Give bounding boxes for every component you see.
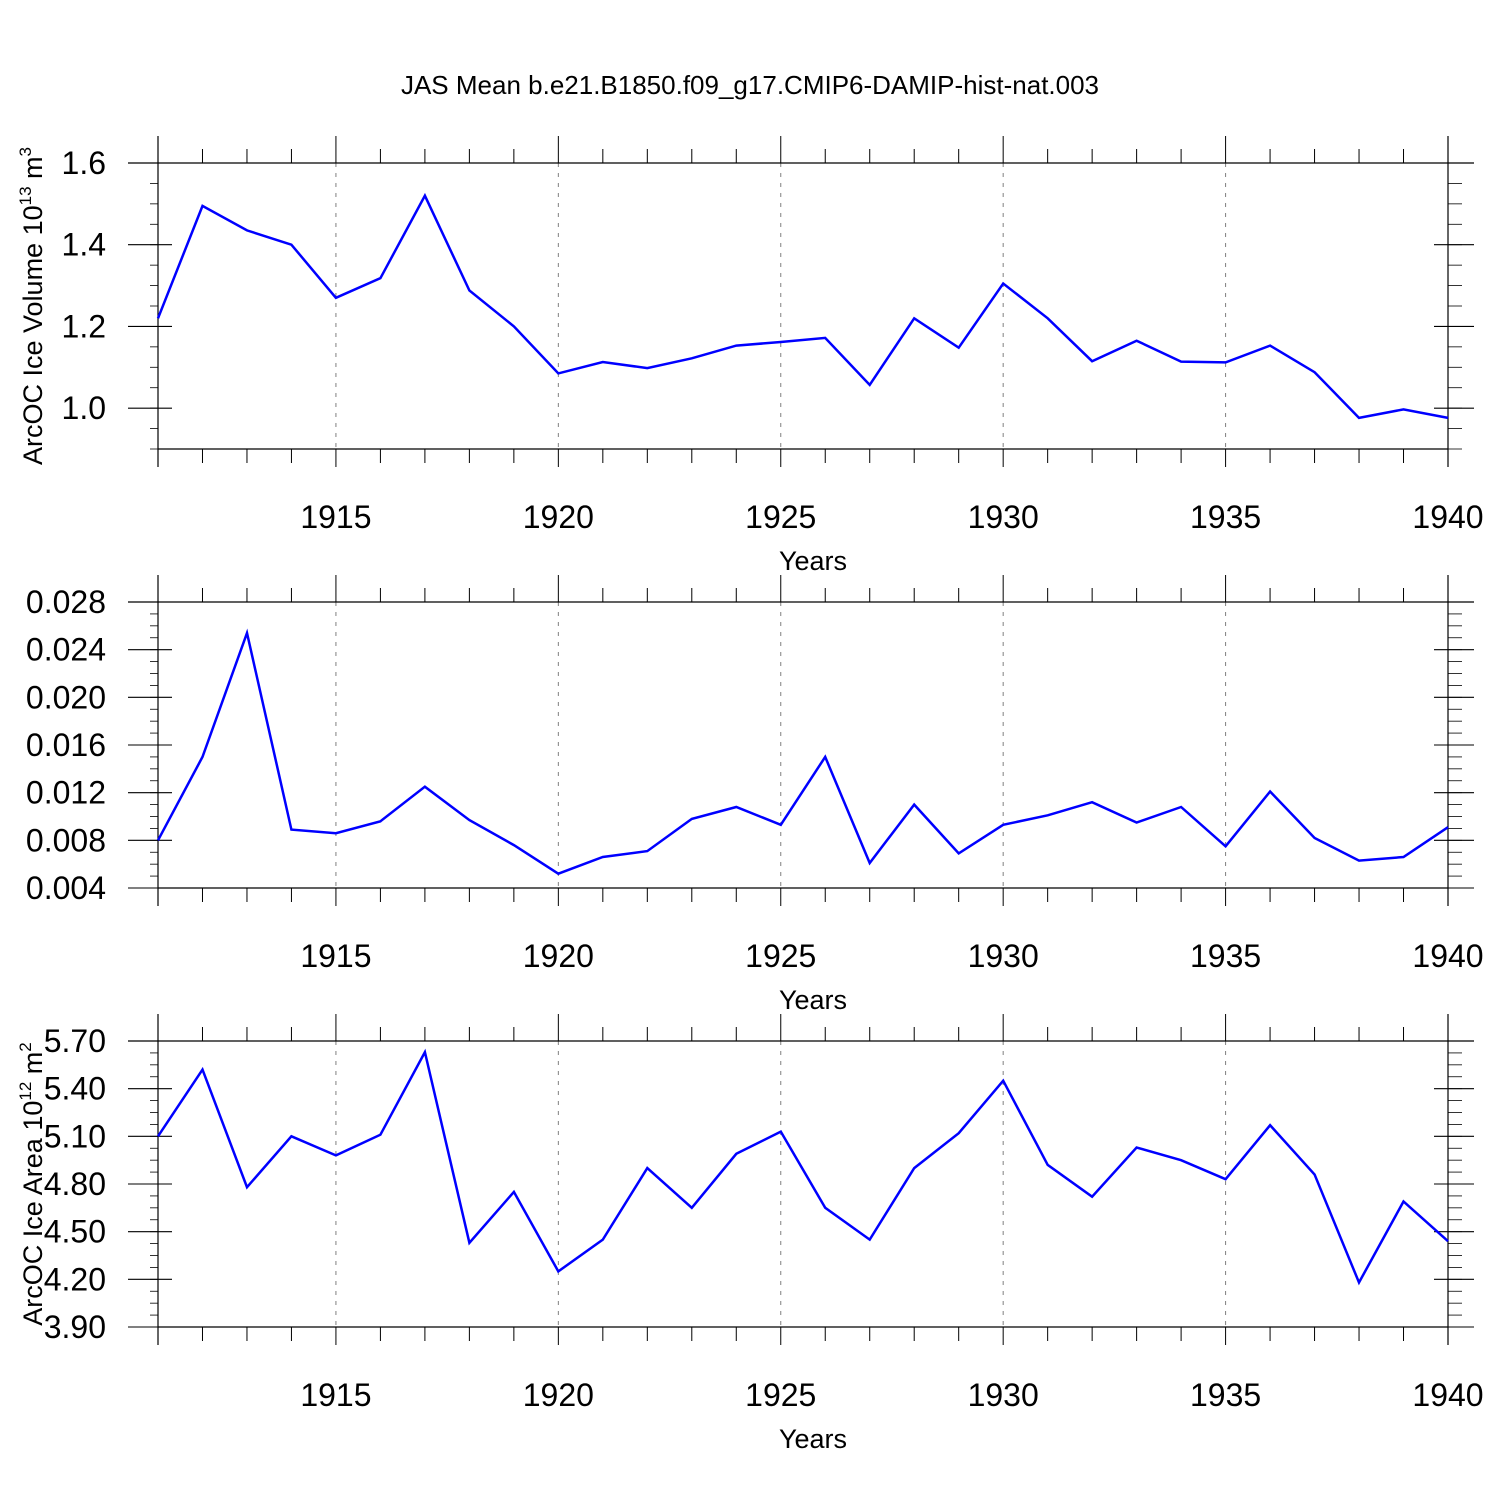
y-tick-label-4: 5.10 bbox=[44, 1118, 106, 1154]
panel-ice-area: 1915 1920 1925 1930 1935 1940 3.90 4.20 4.50 4.80… bbox=[16, 1014, 1484, 1454]
series-line-0 bbox=[156, 1048, 1449, 1286]
y-tick-label-3: 4.80 bbox=[44, 1166, 106, 1202]
y-tick-label-4: 0.020 bbox=[26, 679, 106, 715]
x-tick-label-1: 1920 bbox=[523, 938, 594, 974]
x-tick-label-3: 1930 bbox=[968, 499, 1039, 535]
x-axis-title: Years bbox=[779, 546, 847, 576]
x-tick-label-4: 1935 bbox=[1190, 1377, 1261, 1413]
y-tick-label-3: 0.016 bbox=[26, 727, 106, 763]
x-tick-label-4: 1935 bbox=[1190, 938, 1261, 974]
y-tick-label-0: 0.004 bbox=[26, 870, 106, 906]
x-tick-label-1: 1920 bbox=[523, 1377, 594, 1413]
y-tick-label-6: 0.028 bbox=[26, 584, 106, 620]
x-axis-title: Years bbox=[779, 1424, 847, 1454]
series-line-0 bbox=[156, 192, 1449, 420]
y-tick-label-2: 0.012 bbox=[26, 775, 106, 811]
panel-ice-volume: 1915 1920 1925 1930 1935 1940 1.0 1.2 1.4 1.6 Year… bbox=[16, 136, 1484, 576]
y-tick-label-2: 4.50 bbox=[44, 1214, 106, 1250]
y-axis-title: ArcOC Ice Volume 1013 m3 bbox=[16, 147, 48, 465]
y-tick-label-2: 1.4 bbox=[62, 227, 106, 263]
y-tick-label-6: 5.70 bbox=[44, 1023, 106, 1059]
y-tick-label-1: 0.008 bbox=[26, 822, 106, 858]
y-tick-label-0: 3.90 bbox=[44, 1309, 106, 1345]
y-axis-title: ArcOC Ice Area 1012 m2 bbox=[16, 1042, 48, 1326]
y-tick-label-1: 1.2 bbox=[62, 308, 106, 344]
x-tick-label-2: 1925 bbox=[745, 938, 816, 974]
x-tick-label-2: 1925 bbox=[745, 1377, 816, 1413]
x-tick-label-4: 1935 bbox=[1190, 499, 1261, 535]
y-tick-label-5: 5.40 bbox=[44, 1071, 106, 1107]
x-axis-title: Years bbox=[779, 985, 847, 1015]
y-tick-label-0: 1.0 bbox=[62, 390, 106, 426]
x-tick-label-1: 1920 bbox=[523, 499, 594, 535]
series-line-0 bbox=[156, 628, 1449, 876]
x-tick-label-3: 1930 bbox=[968, 1377, 1039, 1413]
y-tick-label-5: 0.024 bbox=[26, 632, 106, 668]
x-tick-label-2: 1925 bbox=[745, 499, 816, 535]
y-tick-label-3: 1.6 bbox=[62, 145, 106, 181]
panel-middle: 1915 1920 1925 1930 1935 1940 0.004 0.008 0.012 0… bbox=[26, 575, 1484, 1015]
x-tick-label-5: 1940 bbox=[1412, 499, 1483, 535]
x-tick-label-0: 1915 bbox=[300, 1377, 371, 1413]
figure-title: JAS Mean b.e21.B1850.f09_g17.CMIP6-DAMIP… bbox=[401, 70, 1099, 100]
y-tick-label-1: 4.20 bbox=[44, 1261, 106, 1297]
x-tick-label-0: 1915 bbox=[300, 499, 371, 535]
x-tick-label-5: 1940 bbox=[1412, 938, 1483, 974]
x-tick-label-5: 1940 bbox=[1412, 1377, 1483, 1413]
x-tick-label-3: 1930 bbox=[968, 938, 1039, 974]
x-tick-label-0: 1915 bbox=[300, 938, 371, 974]
